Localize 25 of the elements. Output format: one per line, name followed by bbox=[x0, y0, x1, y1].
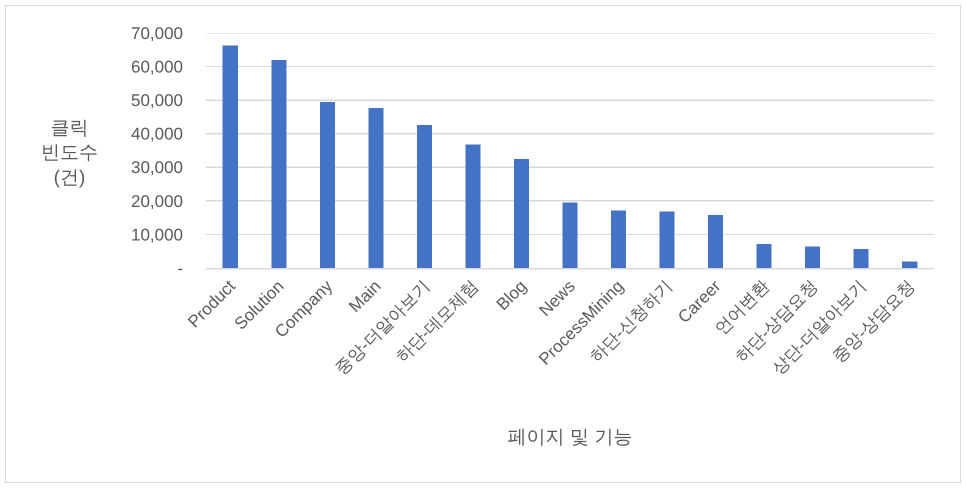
y-tick-label: 30,000 bbox=[131, 158, 183, 178]
bar bbox=[562, 202, 578, 268]
bar bbox=[514, 158, 529, 268]
bar bbox=[660, 212, 675, 268]
bar bbox=[854, 248, 869, 268]
bar bbox=[222, 45, 238, 268]
y-tick-label: - bbox=[177, 258, 183, 278]
bar bbox=[271, 60, 286, 268]
bar bbox=[465, 144, 480, 268]
bar bbox=[611, 210, 626, 268]
y-tick-label: 60,000 bbox=[131, 58, 183, 77]
y-tick-label: 40,000 bbox=[131, 124, 183, 144]
bar bbox=[902, 262, 918, 268]
x-axis-title: 페이지 및 기능 bbox=[508, 426, 632, 448]
bar bbox=[708, 214, 724, 268]
y-tick-label: 70,000 bbox=[131, 24, 183, 43]
y-axis-title: 클릭 빈도수 (건) bbox=[41, 118, 98, 188]
bar bbox=[320, 102, 335, 268]
bar bbox=[805, 246, 820, 268]
y-tick-label: 10,000 bbox=[131, 225, 183, 244]
y-tick-label: 50,000 bbox=[131, 91, 183, 110]
y-tick-label: 20,000 bbox=[131, 192, 183, 211]
bar bbox=[368, 108, 384, 268]
bar bbox=[756, 244, 772, 268]
bar bbox=[416, 124, 432, 268]
